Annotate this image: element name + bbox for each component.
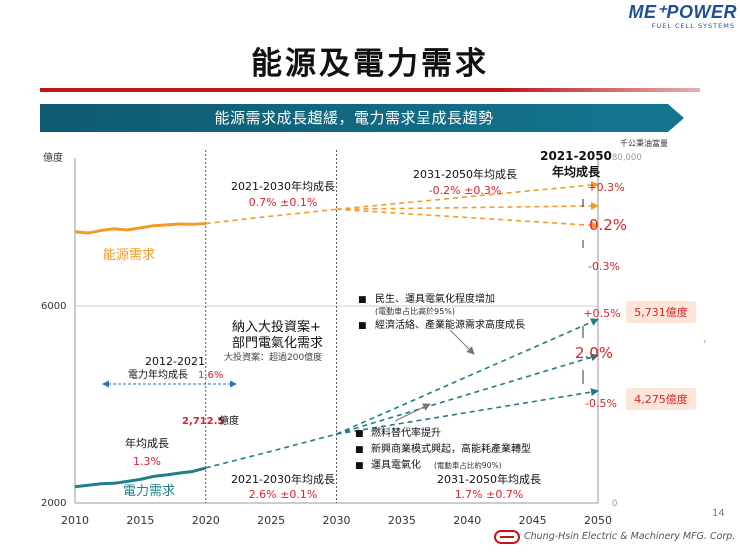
power-high-value-box: [626, 301, 696, 323]
factor-power-bullet-3: ■: [355, 461, 364, 471]
energy-growth-mid: 0.2%: [589, 216, 627, 234]
power-demand-label: 電力需求: [123, 484, 175, 499]
power-2020-value: 2,712.5: [182, 416, 224, 427]
energy-growth-2021-2030-title: 2021-2030年均成長: [231, 179, 335, 193]
energy-growth-low: -0.3%: [588, 260, 620, 273]
left-tick-6000: 6000: [41, 301, 66, 312]
investment-line3: 大投資案：超過200億度: [224, 351, 322, 363]
logo-subtitle: FUEL CELL SYSTEMS: [651, 22, 735, 30]
power-growth-2031-2050-title: 2031-2050年均成長: [437, 472, 541, 486]
factor-energy-note: (電動車占比高於95%): [375, 306, 455, 316]
energy-series-dashed-2: [336, 180, 599, 211]
power-growth-high: +0.5%: [583, 307, 620, 320]
side-marker: ‹: [703, 337, 707, 347]
power-series-dashed-9: [336, 388, 599, 435]
factor-power-bullet-1: ■: [355, 429, 364, 439]
power-low-value-box: [626, 388, 696, 410]
power-growth-low: -0.5%: [585, 397, 617, 410]
factor-energy-bullet-1: ■: [358, 295, 367, 305]
energy-growth-high: +0.3%: [587, 181, 624, 194]
power-growth-mid: 2.0%: [575, 344, 613, 362]
factor-power-2: 新興商業模式興起，高能耗產業轉型: [371, 442, 531, 455]
left-tick-2000: 2000: [41, 498, 66, 509]
factor-power-3: 運具電氣化: [371, 458, 421, 471]
factor-energy-pointer: [449, 329, 475, 355]
energy-growth-2021-2050-title: 2021-2050: [540, 149, 612, 163]
power-growth-2012-2021-label: 電力年均成長: [128, 368, 188, 381]
power-series-dashed-8: [336, 353, 599, 435]
x-tick-2025: 2025: [257, 514, 285, 527]
subtitle-banner: 能源需求成長趨緩，電力需求呈成長趨勢: [40, 104, 668, 132]
power-growth-2021-2030-title: 2021-2030年均成長: [231, 472, 335, 486]
left-axis-unit: 億度: [43, 151, 63, 164]
x-tick-2040: 2040: [453, 514, 481, 527]
x-tick-2020: 2020: [192, 514, 220, 527]
energy-growth-2031-2050-title: 2031-2050年均成長: [413, 167, 517, 181]
factor-power-pointer: [394, 403, 431, 422]
factor-energy-bullet-2: ■: [358, 321, 367, 331]
brand-logo: ME⁺POWER FUEL CELL SYSTEMS: [612, 2, 737, 34]
banner-arrow-tail: [668, 104, 684, 132]
factor-power-bullet-2: ■: [355, 445, 364, 455]
energy-growth-2031-2050-value: -0.2% ±0.3%: [429, 184, 502, 197]
energy-growth-2021-2030-value: 0.7% ±0.1%: [249, 196, 318, 209]
title-divider: [40, 88, 700, 92]
power-series-dashed-6: [205, 433, 337, 469]
power-growth-2012-2021-value: 1.6%: [198, 370, 223, 381]
power-historic-growth-title: 年均成長: [125, 436, 169, 450]
energy-series-solid-0: [74, 222, 206, 235]
x-tick-2050: 2050: [584, 514, 612, 527]
energy-series-dashed-1: [205, 208, 337, 225]
investment-line1: 納入大投資案+: [232, 319, 321, 335]
x-tick-2010: 2010: [61, 514, 89, 527]
factor-power-1: 燃料替代率提升: [371, 426, 441, 439]
energy-series-dashed-3: [336, 201, 599, 211]
factor-energy-2: 經濟活絡、產業能源需求高度成長: [375, 318, 525, 331]
factor-energy-1: 民生、運具電氣化程度增加: [375, 292, 495, 305]
company-footer: Chung-Hsin Electric & Machinery MFG. Cor…: [494, 527, 736, 547]
x-tick-2035: 2035: [388, 514, 416, 527]
power-growth-2021-2030-value: 2.6% ±0.1%: [249, 488, 318, 501]
series-lines: [74, 180, 599, 489]
right-tick-0: 0: [612, 499, 617, 509]
logo-text: ME⁺POWER: [628, 2, 737, 22]
x-tick-2045: 2045: [519, 514, 547, 527]
power-series-solid-5: [74, 466, 207, 489]
power-growth-2012-2021-title: 2012-2021: [145, 355, 205, 368]
page-title: 能源及電力需求: [251, 46, 489, 82]
vertical-markers: [205, 150, 337, 503]
energy-series-dashed-4: [336, 208, 599, 230]
power-high-value: 5,731億度: [634, 305, 688, 319]
power-2020-unit: 億度: [219, 414, 239, 427]
right-tick-80000: 80,000: [612, 153, 642, 163]
company-name: Chung-Hsin Electric & Machinery MFG. Cor…: [524, 531, 736, 542]
right-axis-unit: 千公秉油當量: [620, 138, 668, 148]
power-growth-2031-2050-value: 1.7% ±0.7%: [455, 488, 524, 501]
x-tick-2030: 2030: [323, 514, 351, 527]
power-historic-growth-value: 1.3%: [133, 455, 161, 468]
x-tick-2015: 2015: [126, 514, 154, 527]
energy-growth-2021-2050-subtitle: 年均成長: [552, 164, 601, 179]
x-tick-labels: 2010 2015 2020 2025 2030 2035 2040 2045 2050: [61, 514, 612, 527]
power-low-value: 4,275億度: [634, 392, 688, 406]
factor-power-3-note: (電動車占比約90%): [434, 460, 502, 470]
power-series-dashed-7: [336, 318, 599, 435]
investment-line2: 部門電氣化需求: [232, 336, 323, 351]
company-logo-icon: [494, 530, 520, 544]
energy-demand-label: 能源需求: [103, 248, 155, 263]
page-number: 14: [712, 508, 725, 519]
